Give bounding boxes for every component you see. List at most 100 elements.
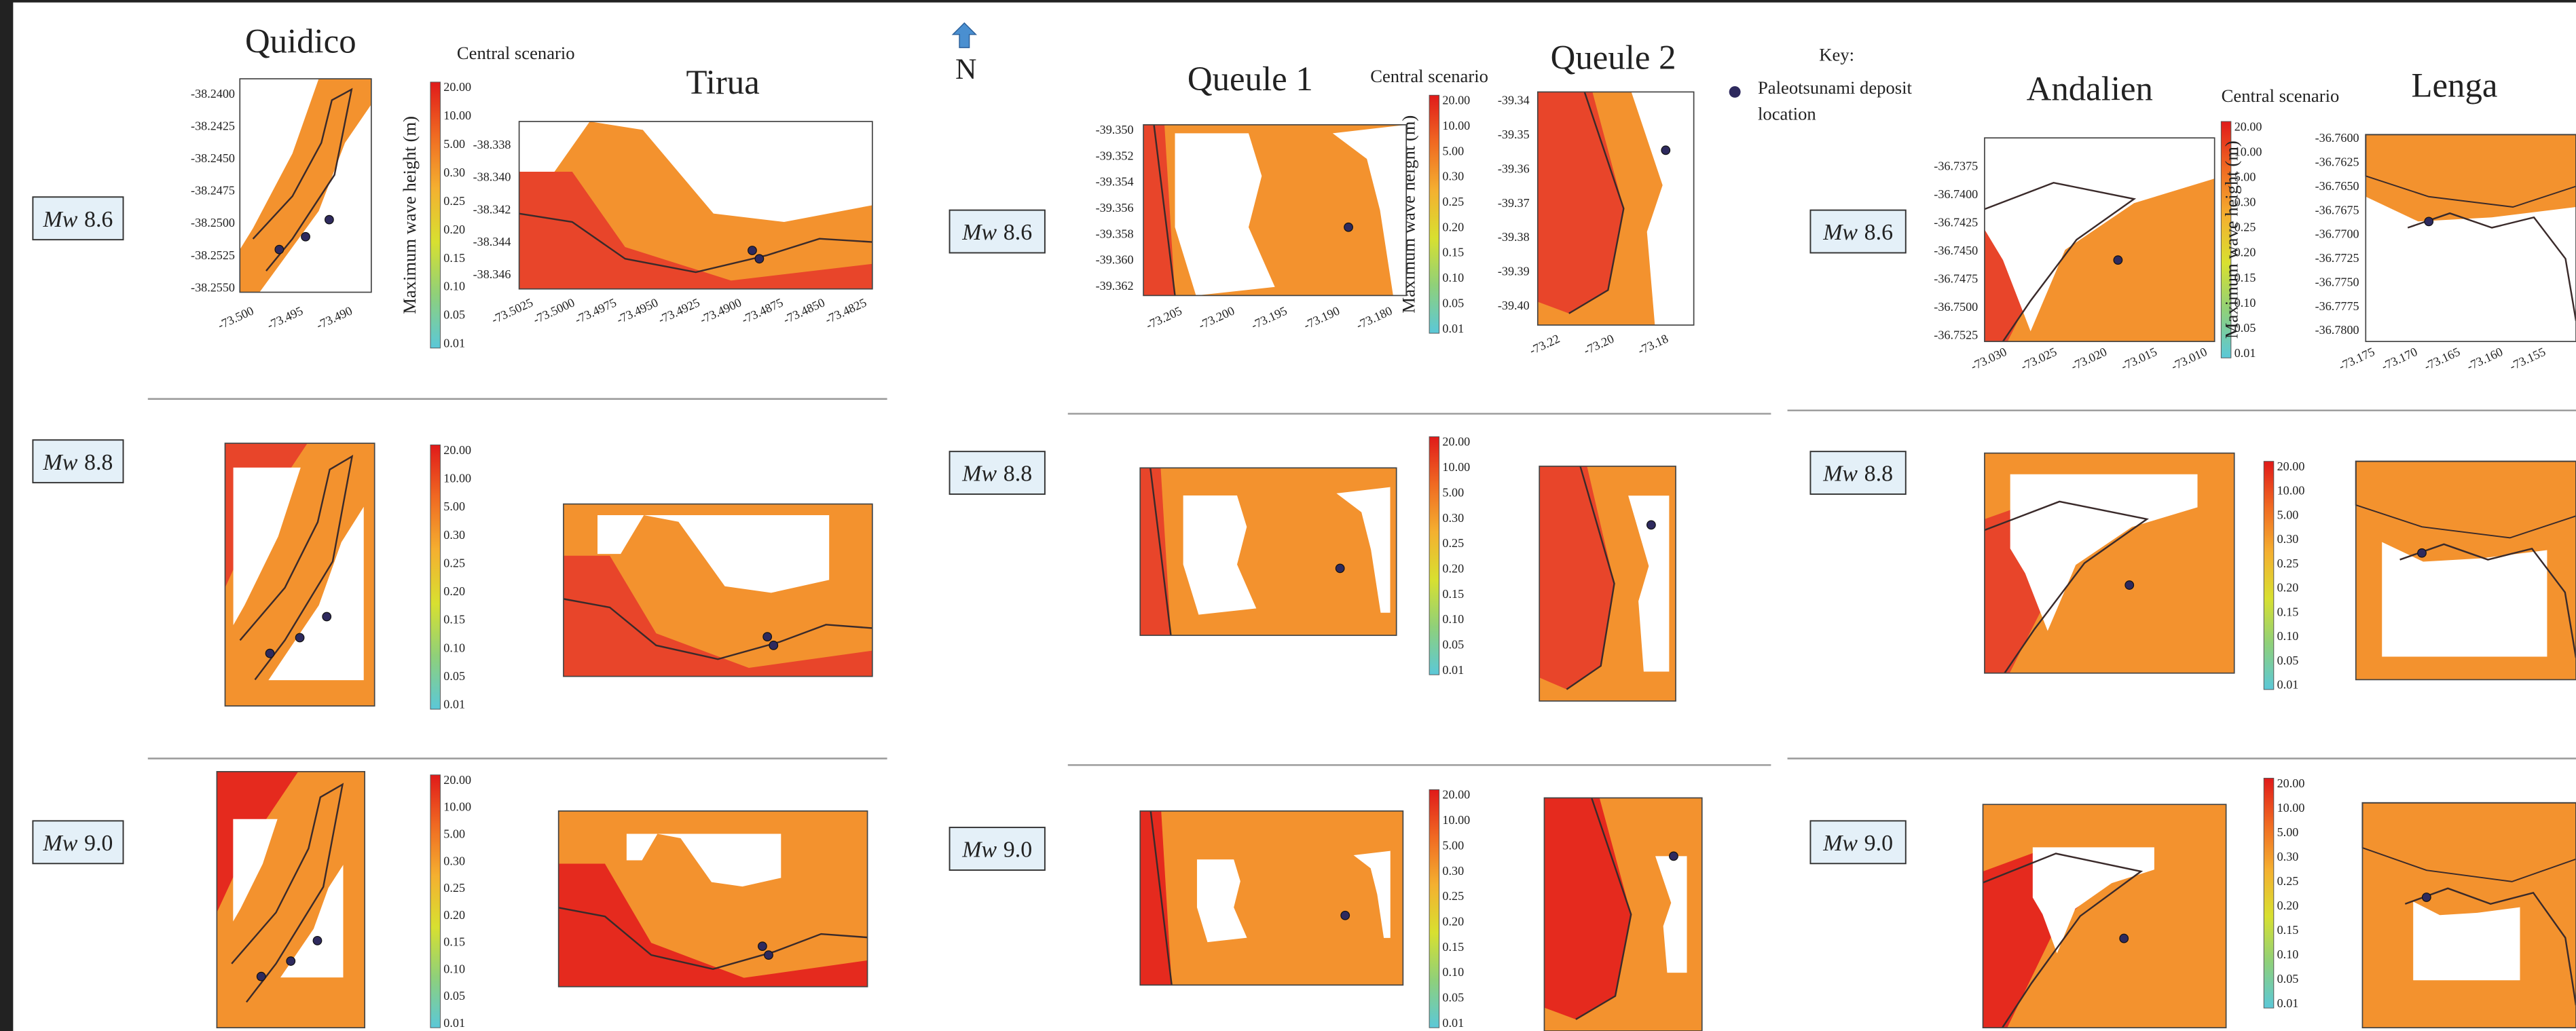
colorbar-label: 20.00 xyxy=(1442,435,1470,449)
colorbar-label: 0.15 xyxy=(443,935,465,949)
map-panel xyxy=(2356,462,2576,680)
y-tick-label: -38.2450 xyxy=(191,151,235,165)
y-tick-label: -36.7675 xyxy=(2315,203,2359,217)
map-panel xyxy=(2362,803,2576,1028)
deposit-location xyxy=(325,215,334,224)
deposit-location xyxy=(2114,256,2122,265)
x-tick-label: -73.030 xyxy=(1968,345,2008,373)
magnitude-value: 8.6 xyxy=(84,207,113,232)
colorbar-label: 20.00 xyxy=(2277,460,2305,473)
map-panel xyxy=(559,811,868,987)
x-tick-label: -73.170 xyxy=(2379,345,2419,373)
colorbar-ramp xyxy=(2264,779,2274,1009)
y-tick-label: -36.7650 xyxy=(2315,179,2359,193)
magnitude-symbol: Mw xyxy=(1822,831,1858,856)
deposit-location xyxy=(2125,581,2134,590)
scenario-label: Central scenario xyxy=(2222,86,2340,106)
y-tick-label: -39.358 xyxy=(1096,227,1134,240)
deposit-location xyxy=(763,633,772,641)
x-tick-label: -73.4900 xyxy=(698,295,743,326)
map-panel xyxy=(519,121,872,289)
key-label: Paleotsunami deposit xyxy=(1758,77,1913,98)
y-tick-label: -39.360 xyxy=(1096,253,1134,267)
colorbar-label: 0.05 xyxy=(443,669,465,683)
deposit-location xyxy=(769,641,778,650)
colorbar-label: 0.05 xyxy=(2277,654,2299,667)
x-tick-label: -73.4875 xyxy=(739,295,785,326)
map-panel xyxy=(225,443,374,706)
map-panel xyxy=(1140,468,1396,635)
map-panel xyxy=(1985,453,2234,673)
key-dot xyxy=(1729,86,1741,98)
x-tick-label: -73.495 xyxy=(265,303,305,332)
y-tick-label: -38.2525 xyxy=(191,248,235,262)
magnitude-value: 9.0 xyxy=(1864,831,1893,856)
colorbar-label: 20.00 xyxy=(443,443,471,457)
map-panel xyxy=(1140,811,1403,985)
y-tick-label: -36.7475 xyxy=(1934,271,1978,285)
colorbar-label: 0.15 xyxy=(1442,246,1464,259)
y-tick-label: -39.36 xyxy=(1498,162,1530,175)
scenario-label: Central scenario xyxy=(457,43,575,63)
colorbar-label: 0.05 xyxy=(443,308,465,322)
x-tick-label: -73.190 xyxy=(1302,303,1342,332)
magnitude-symbol: Mw xyxy=(43,831,78,856)
deposit-location xyxy=(265,649,274,658)
map-panel xyxy=(1983,804,2226,1028)
colorbar-ramp xyxy=(430,775,441,1028)
colorbar-label: 0.05 xyxy=(1442,296,1464,310)
x-tick-label: -73.025 xyxy=(2019,345,2059,373)
x-tick-label: -73.500 xyxy=(216,303,256,332)
y-tick-label: -38.2400 xyxy=(191,87,235,100)
x-tick-label: -73.165 xyxy=(2422,345,2462,373)
colorbar-label: 5.00 xyxy=(443,500,465,513)
colorbar-label: 0.10 xyxy=(1442,965,1464,979)
colorbar-label: 0.05 xyxy=(443,989,465,1002)
deposit-location xyxy=(301,233,310,242)
colorbar-label: 0.30 xyxy=(1442,864,1464,878)
colorbar-label: 20.00 xyxy=(443,80,471,94)
y-tick-label: -38.338 xyxy=(473,138,511,151)
colorbar: 20.0010.005.000.300.250.200.150.100.050.… xyxy=(1429,435,1470,677)
colorbar-label: 0.25 xyxy=(1442,889,1464,903)
colorbar-label: 0.15 xyxy=(443,613,465,626)
key: Key: Paleotsunami deposit location xyxy=(1729,44,1913,124)
site-title: Queule 2 xyxy=(1551,39,1676,77)
y-tick-label: -39.39 xyxy=(1498,265,1530,278)
colorbar: 20.0010.005.000.300.250.200.150.100.050.… xyxy=(2264,776,2304,1010)
colorbar-axis-label: Maximum wave height (m) xyxy=(2222,140,2242,339)
y-tick-label: -38.2550 xyxy=(191,280,235,294)
y-tick-label: -36.7425 xyxy=(1934,215,1978,229)
x-tick-label: -73.4950 xyxy=(614,295,660,326)
x-tick-label: -73.180 xyxy=(1354,303,1394,332)
deposit-location xyxy=(755,255,764,263)
colorbar: 20.0010.005.000.300.250.200.150.100.050.… xyxy=(1429,788,1470,1030)
colorbar-label: 0.10 xyxy=(1442,612,1464,626)
colorbar-label: 5.00 xyxy=(1442,144,1464,157)
colorbar-label: 0.15 xyxy=(1442,587,1464,601)
colorbar-label: 0.25 xyxy=(443,881,465,895)
deposit-location xyxy=(748,246,757,255)
x-tick-label: -73.205 xyxy=(1144,303,1184,332)
deposit-location xyxy=(1661,146,1670,155)
colorbar-label: 5.00 xyxy=(443,827,465,841)
colorbar-ramp xyxy=(1429,95,1439,333)
x-tick-label: -73.4850 xyxy=(781,295,827,326)
colorbar-label: 0.30 xyxy=(2277,532,2299,546)
site-title: Quidico xyxy=(245,22,356,60)
colorbar-label: 0.25 xyxy=(2277,557,2299,570)
deposit-location xyxy=(313,937,322,945)
colorbar-label: 0.01 xyxy=(1442,663,1464,677)
y-tick-label: -36.7600 xyxy=(2315,131,2359,145)
x-tick-label: -73.160 xyxy=(2465,345,2505,373)
colorbar-label: 0.01 xyxy=(2277,996,2299,1010)
map-panel xyxy=(1985,138,2215,341)
colorbar-label: 0.10 xyxy=(443,962,465,975)
deposit-location xyxy=(2425,217,2433,226)
colorbar-label: 0.05 xyxy=(1442,638,1464,652)
colorbar: 20.0010.005.000.300.250.200.150.100.050.… xyxy=(2221,86,2339,360)
colorbar-label: 0.20 xyxy=(443,223,465,236)
colorbar-label: 5.00 xyxy=(2277,508,2299,521)
colorbar-label: 0.15 xyxy=(443,251,465,265)
colorbar-label: 0.25 xyxy=(1442,195,1464,208)
